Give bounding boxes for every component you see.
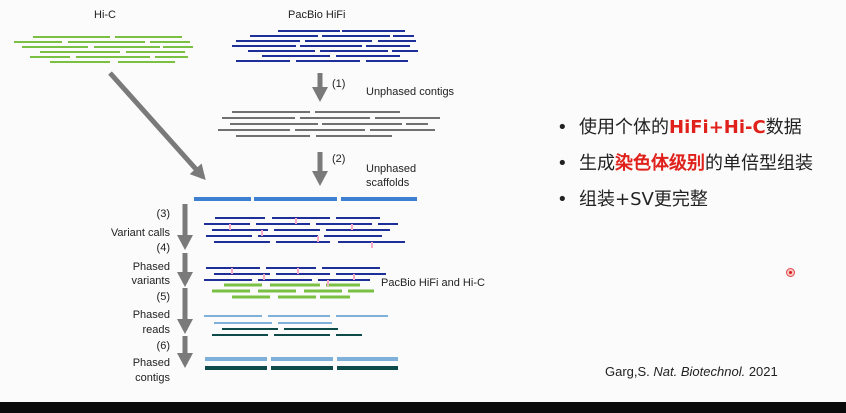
workflow-arrows (108, 71, 328, 368)
arrow-step-4-head (177, 272, 193, 287)
step-1-label: Unphased contigs (366, 86, 455, 98)
unphased-contigs-graphic (218, 111, 440, 137)
laser-pointer-icon (786, 268, 795, 277)
bullet-2-text-end: 的单倍型组装 (705, 153, 813, 174)
step-4-label-line-2: variants (131, 275, 170, 287)
combined-input-label: PacBio HiFi and Hi-C (381, 277, 485, 289)
arrow-step-1-head (312, 87, 328, 102)
bottom-bar (0, 402, 846, 413)
hifi-input-label: PacBio HiFi (288, 9, 346, 21)
step-6-number: (6) (156, 340, 170, 352)
hifi-reads (232, 30, 418, 62)
arrow-hic-to-scaffold-shaft (108, 71, 205, 179)
step-4-label-line-1: Phased (132, 261, 170, 273)
bullet-item: 组装+SV更完整 (555, 182, 835, 218)
arrow-hic-to-scaffold-head (189, 163, 206, 180)
step-6-label-line-2: contigs (135, 372, 170, 384)
phased-contigs-graphic (205, 357, 398, 370)
arrow-step-5-head (177, 319, 193, 334)
citation-journal: Nat. Biotechnol. (653, 364, 746, 379)
arrow-step-6-head (177, 353, 193, 368)
phased-reads-graphic (204, 315, 388, 336)
arrow-step-3-head (177, 235, 193, 250)
bullet-2-highlight: 染色体级别 (615, 153, 705, 174)
step-2-label-line-1: Unphased (366, 163, 417, 175)
bullet-1-text-end: 数据 (765, 117, 802, 138)
arrow-step-2-head (312, 171, 328, 186)
bullet-2-text: 生成 (579, 153, 615, 174)
bullet-item: 生成染色体级别的单倍型组装 (555, 146, 835, 182)
variant-calls-graphic (204, 217, 405, 248)
hic-reads (14, 36, 193, 63)
summary-bullet-list: 使用个体的HiFi+Hi-C数据 生成染色体级别的单倍型组装 组装+SV更完整 (555, 110, 835, 218)
step-3-label: Variant calls (110, 227, 170, 239)
step-4-number: (4) (156, 242, 170, 254)
bullet-3-text: 组装+SV更完整 (579, 189, 708, 210)
hic-input-label: Hi-C (94, 9, 116, 21)
step-1-number: (1) (332, 78, 346, 90)
step-2-number: (2) (332, 153, 346, 165)
step-6-label-line-1: Phased (132, 357, 170, 369)
step-3-number: (3) (156, 208, 170, 220)
phased-variants-graphic (204, 267, 386, 299)
step-2-label-line-2: scaffolds (366, 177, 410, 189)
citation-author: Garg,S. (605, 364, 650, 379)
citation-year: 2021 (748, 364, 778, 379)
step-5-label-line-2: reads (142, 324, 170, 336)
citation: Garg,S. Nat. Biotechnol. 2021 (605, 364, 778, 379)
step-5-number: (5) (156, 291, 170, 303)
bullet-1-highlight: HiFi+Hi-C (669, 117, 766, 138)
step-5-label-line-1: Phased (132, 309, 170, 321)
bullet-1-text: 使用个体的 (579, 117, 669, 138)
bullet-item: 使用个体的HiFi+Hi-C数据 (555, 110, 835, 146)
